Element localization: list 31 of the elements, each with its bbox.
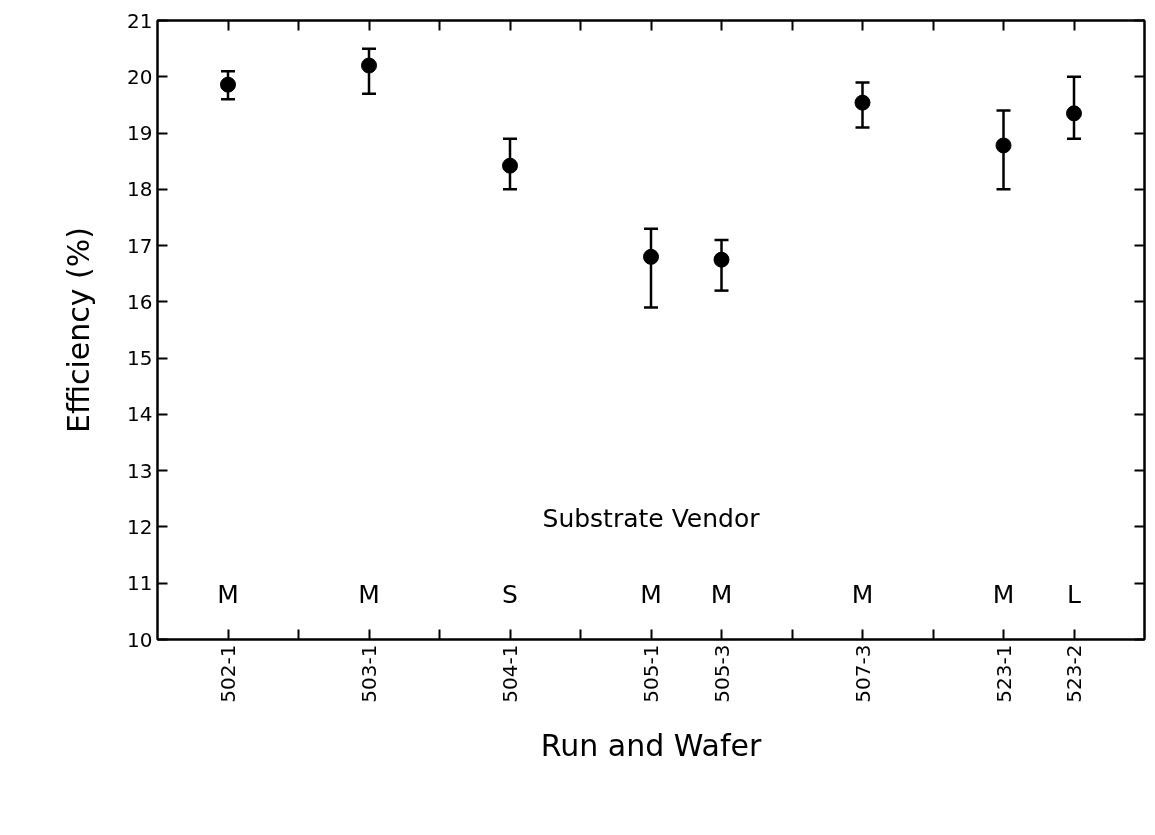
y-tick-label: 10 (127, 627, 153, 652)
y-tick-label: 20 (127, 64, 153, 89)
y-tick-label: 13 (127, 458, 153, 483)
annotation: M (710, 579, 733, 609)
annotation: L (1067, 579, 1082, 609)
x-axis-title: Run and Wafer (540, 727, 762, 763)
annotation: M (358, 579, 380, 609)
x-tick-label: 505-1 (639, 644, 663, 703)
y-tick-label: 19 (127, 121, 153, 146)
x-tick-label: 507-3 (850, 644, 875, 703)
annotation: M (992, 579, 1015, 609)
x-tick-label: 523-2 (1062, 644, 1086, 703)
y-axis-title: Efficiency (%) (61, 227, 97, 433)
y-tick-label: 18 (127, 177, 153, 202)
y-tick-label: 17 (127, 233, 153, 258)
annotation: M (640, 579, 662, 609)
annotation: M (851, 579, 874, 609)
y-tick-label: 16 (127, 289, 153, 314)
x-tick-label: 523-1 (991, 644, 1016, 703)
y-tick-label: 11 (127, 571, 153, 596)
x-tick-label: 504-1 (498, 644, 522, 703)
x-tick-label: 505-3 (709, 644, 734, 703)
y-tick-label: 15 (127, 346, 153, 371)
x-tick-label: 503-1 (357, 644, 381, 703)
y-tick-label: 14 (127, 402, 153, 427)
annotation: M (217, 579, 239, 609)
x-tick-label: 502-1 (216, 644, 240, 703)
annotation: S (502, 579, 518, 609)
annotation: Substrate Vendor (542, 504, 761, 534)
y-tick-label: 21 (127, 8, 153, 33)
y-tick-label: 12 (127, 514, 153, 539)
